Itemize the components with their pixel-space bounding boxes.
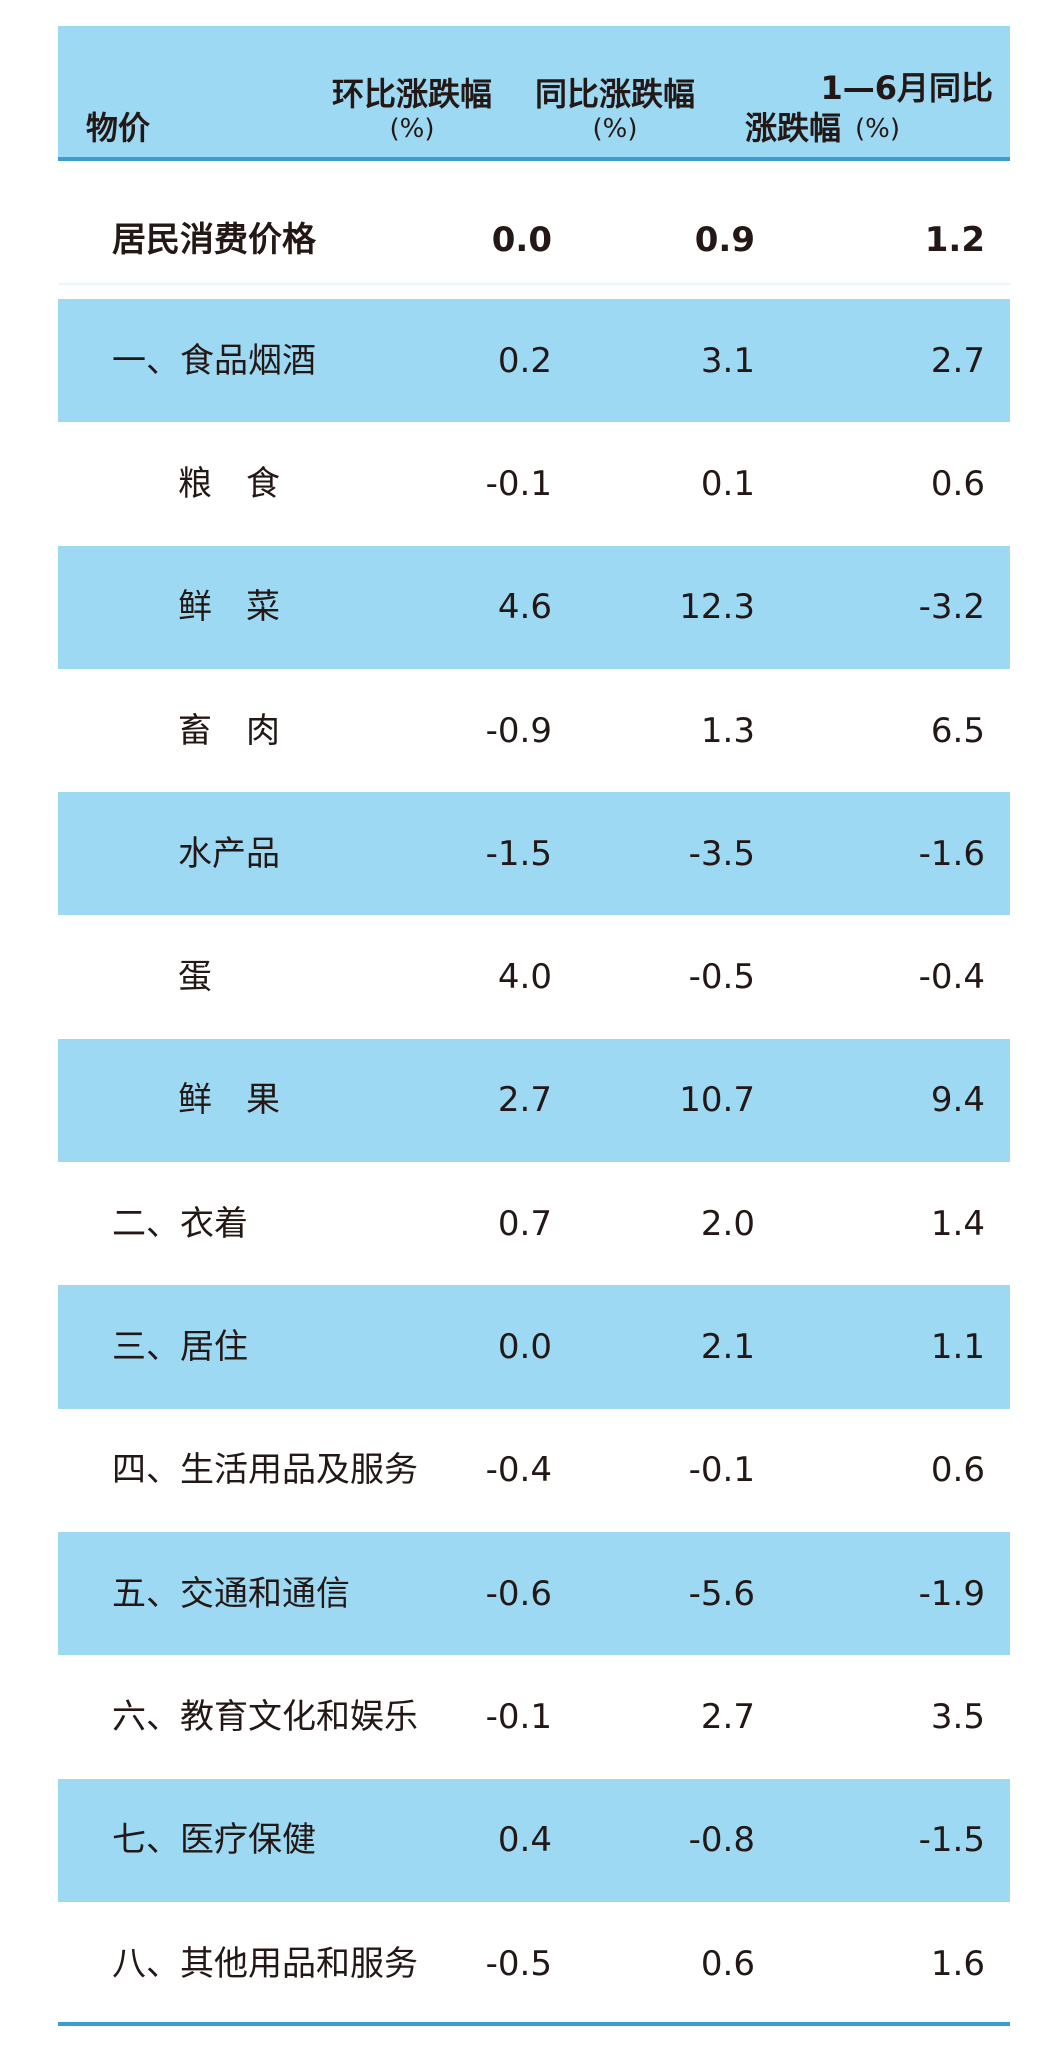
cell-value: -1.6 [918, 833, 985, 874]
cell-value: -1.5 [918, 1820, 985, 1861]
column-header: 1—6月同比 [820, 69, 993, 107]
row-label: 六、教育文化和娱乐 [112, 1696, 418, 1737]
column-unit: (%) [389, 114, 435, 144]
cell-value: -0.4 [918, 957, 985, 998]
row-label: 蛋 [178, 957, 212, 998]
column-header: 物价 [86, 109, 151, 147]
cell-value: 0.9 [694, 220, 755, 260]
cell-value: -1.9 [918, 1573, 985, 1614]
cell-value: 12.3 [679, 587, 755, 628]
cell-value: -0.1 [485, 463, 552, 504]
column-unit: (%) [592, 114, 638, 144]
cell-value: -5.6 [688, 1573, 755, 1614]
header-rule [58, 157, 1010, 161]
row-label: 居民消费价格 [112, 220, 316, 260]
row-band [58, 792, 1010, 916]
cell-value: -0.1 [485, 1696, 552, 1737]
cell-value: 0.0 [497, 1327, 552, 1368]
cell-value: 0.6 [930, 463, 985, 504]
row-label: 水产品 [178, 833, 280, 874]
row-band [58, 1532, 1010, 1656]
cell-value: 0.4 [497, 1820, 552, 1861]
cell-value: 1.3 [700, 710, 755, 751]
cell-value: 1.2 [924, 220, 985, 260]
cell-value: 10.7 [679, 1080, 755, 1121]
cell-value: 0.2 [497, 340, 552, 381]
cell-value: -0.4 [485, 1450, 552, 1491]
row-label: 粮 食 [178, 463, 280, 504]
bottom-rule [58, 2022, 1010, 2026]
cell-value: -0.9 [485, 710, 552, 751]
cell-value: -1.5 [485, 833, 552, 874]
cell-value: 2.7 [930, 340, 985, 381]
row-band [58, 545, 1010, 669]
column-unit: (%) [855, 114, 900, 144]
cell-value: 1.6 [930, 1943, 985, 1984]
cell-value: 2.0 [700, 1203, 755, 1244]
row-label: 三、居住 [112, 1327, 248, 1368]
cell-value: 6.5 [930, 710, 985, 751]
cell-value: -0.5 [688, 957, 755, 998]
row-label: 七、医疗保健 [112, 1820, 316, 1861]
cell-value: 0.0 [491, 220, 552, 260]
cell-value: -0.1 [688, 1450, 755, 1491]
cell-value: 4.0 [497, 957, 552, 998]
row-label: 四、生活用品及服务 [112, 1450, 418, 1491]
cell-value: 0.6 [700, 1943, 755, 1984]
cell-value: 4.6 [497, 587, 552, 628]
cell-value: 3.1 [700, 340, 755, 381]
row-label: 畜 肉 [178, 710, 280, 751]
row-label: 鲜 果 [178, 1080, 280, 1121]
cell-value: 0.7 [497, 1203, 552, 1244]
column-header: 同比涨跌幅 [534, 75, 695, 113]
cell-value: -0.5 [485, 1943, 552, 1984]
cell-value: -3.2 [918, 587, 985, 628]
row-label: 八、其他用品和服务 [112, 1943, 418, 1984]
row-band [58, 1038, 1010, 1163]
row-band [58, 299, 1010, 423]
row-band [58, 1778, 1010, 1902]
cell-value: 9.4 [930, 1080, 985, 1121]
header-band [58, 26, 1010, 158]
cell-value: -0.6 [485, 1573, 552, 1614]
row-label: 一、食品烟酒 [112, 340, 316, 381]
row-label: 鲜 菜 [178, 587, 280, 628]
cell-value: 1.1 [930, 1327, 985, 1368]
column-header: 环比涨跌幅 [331, 75, 492, 113]
cell-value: -0.8 [688, 1820, 755, 1861]
cell-value: -3.5 [688, 833, 755, 874]
row-label: 二、衣着 [112, 1203, 248, 1244]
cell-value: 2.7 [700, 1696, 755, 1737]
cell-value: 0.1 [700, 463, 755, 504]
row-band [58, 1285, 1010, 1409]
cell-value: 2.1 [700, 1327, 755, 1368]
total-rule [58, 283, 1010, 285]
cell-value: 0.6 [930, 1450, 985, 1491]
cell-value: 1.4 [930, 1203, 985, 1244]
column-header: 涨跌幅 [745, 109, 842, 147]
row-label: 五、交通和通信 [112, 1573, 350, 1614]
cell-value: 3.5 [930, 1696, 985, 1737]
cell-value: 2.7 [497, 1080, 552, 1121]
